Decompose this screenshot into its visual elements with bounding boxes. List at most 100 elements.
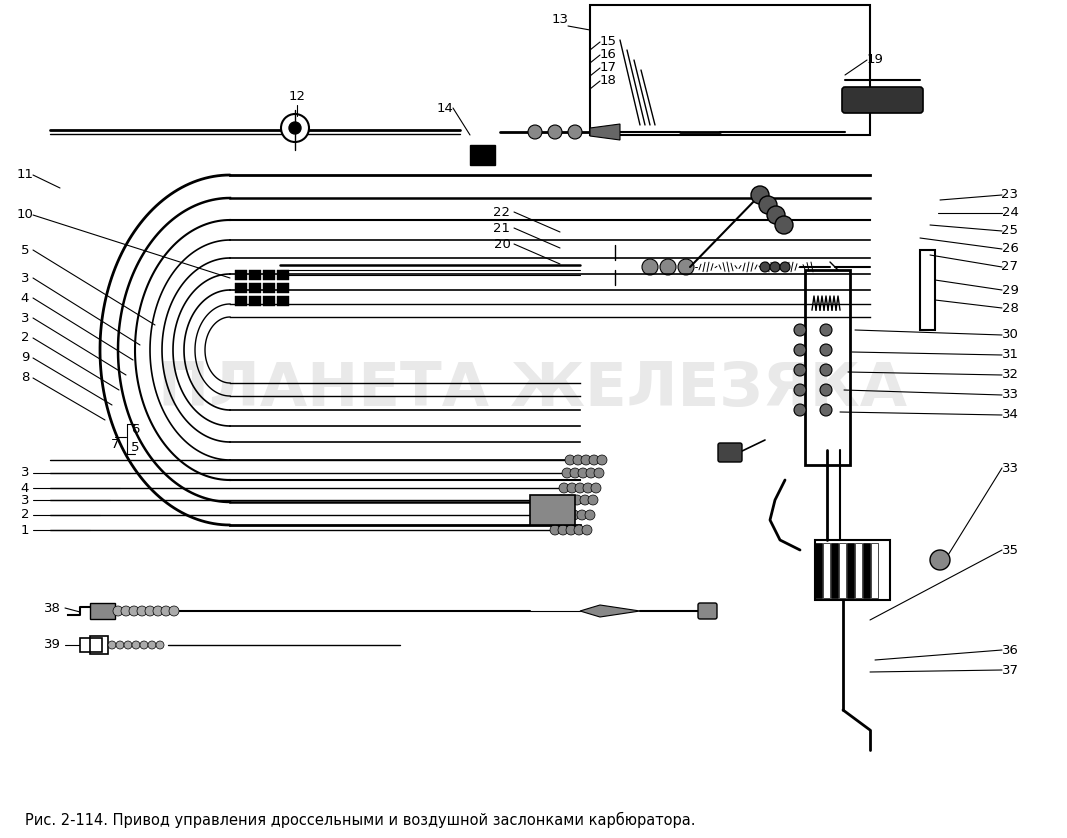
Text: 15: 15 <box>600 35 617 49</box>
Circle shape <box>760 262 770 272</box>
Text: 13: 13 <box>552 13 569 27</box>
Text: 26: 26 <box>1002 242 1018 256</box>
Circle shape <box>556 495 566 505</box>
Text: 38: 38 <box>44 602 61 614</box>
Circle shape <box>759 196 777 214</box>
Text: 27: 27 <box>1002 261 1019 273</box>
Circle shape <box>794 324 806 336</box>
Text: 4: 4 <box>21 292 29 304</box>
Circle shape <box>794 404 806 416</box>
Circle shape <box>567 483 577 493</box>
Bar <box>249 283 261 293</box>
Text: 2: 2 <box>20 332 29 344</box>
Circle shape <box>598 455 607 465</box>
Polygon shape <box>580 605 640 617</box>
Circle shape <box>580 495 590 505</box>
Text: 17: 17 <box>600 61 617 75</box>
Circle shape <box>572 495 582 505</box>
Bar <box>235 270 246 280</box>
Bar <box>277 296 289 306</box>
Bar <box>863 543 870 598</box>
Text: 3: 3 <box>20 272 29 284</box>
Bar <box>839 543 846 598</box>
Text: 10: 10 <box>17 209 33 221</box>
Bar <box>277 270 289 280</box>
Circle shape <box>582 525 592 535</box>
Circle shape <box>124 641 132 649</box>
Circle shape <box>558 525 568 535</box>
Circle shape <box>767 206 785 224</box>
Circle shape <box>566 525 576 535</box>
Circle shape <box>751 186 769 204</box>
Bar <box>469 145 495 165</box>
Text: 14: 14 <box>436 101 453 115</box>
Circle shape <box>137 606 147 616</box>
Text: 23: 23 <box>1002 189 1019 201</box>
Circle shape <box>588 495 598 505</box>
Circle shape <box>821 384 832 396</box>
Text: 33: 33 <box>1002 389 1019 401</box>
Text: 25: 25 <box>1002 225 1019 237</box>
Circle shape <box>281 114 309 142</box>
Circle shape <box>930 550 950 570</box>
Bar <box>847 543 854 598</box>
Text: 20: 20 <box>494 237 510 251</box>
Circle shape <box>589 455 599 465</box>
Circle shape <box>586 468 596 478</box>
Circle shape <box>559 483 569 493</box>
Text: 12: 12 <box>288 90 305 102</box>
Circle shape <box>289 122 301 134</box>
Circle shape <box>113 606 123 616</box>
Circle shape <box>528 125 542 139</box>
Circle shape <box>148 641 156 649</box>
Circle shape <box>161 606 171 616</box>
Bar <box>80 638 102 652</box>
Circle shape <box>132 641 140 649</box>
Circle shape <box>821 344 832 356</box>
Circle shape <box>780 262 790 272</box>
Text: 30: 30 <box>1002 328 1018 342</box>
Text: 3: 3 <box>20 467 29 479</box>
Circle shape <box>129 606 139 616</box>
Text: 21: 21 <box>494 221 510 235</box>
Circle shape <box>145 606 155 616</box>
Circle shape <box>660 259 676 275</box>
Text: 39: 39 <box>44 639 61 651</box>
Circle shape <box>794 344 806 356</box>
Text: 11: 11 <box>16 168 33 182</box>
Bar <box>920 250 935 330</box>
Circle shape <box>583 483 593 493</box>
Bar <box>262 270 275 280</box>
Bar <box>235 283 246 293</box>
Text: 4: 4 <box>21 482 29 494</box>
Circle shape <box>577 510 587 520</box>
Text: 32: 32 <box>1002 369 1019 381</box>
Text: 19: 19 <box>866 54 883 66</box>
Circle shape <box>568 125 582 139</box>
Circle shape <box>821 404 832 416</box>
Text: 16: 16 <box>600 49 617 61</box>
Text: 33: 33 <box>1002 462 1019 474</box>
Circle shape <box>548 125 562 139</box>
Text: 28: 28 <box>1002 302 1018 314</box>
Circle shape <box>578 468 588 478</box>
Bar <box>871 543 878 598</box>
Text: 24: 24 <box>1002 206 1018 220</box>
Polygon shape <box>590 124 620 140</box>
Bar <box>855 543 862 598</box>
Bar <box>277 283 289 293</box>
Text: 7: 7 <box>111 438 120 452</box>
Circle shape <box>169 606 179 616</box>
Circle shape <box>140 641 148 649</box>
Circle shape <box>821 364 832 376</box>
Circle shape <box>570 468 580 478</box>
Circle shape <box>553 510 563 520</box>
Circle shape <box>821 324 832 336</box>
Text: 8: 8 <box>21 371 29 385</box>
Text: Рис. 2-114. Привод управления дроссельными и воздушной заслонками карбюратора.: Рис. 2-114. Привод управления дроссельны… <box>25 812 696 828</box>
Bar <box>262 296 275 306</box>
Bar <box>831 543 838 598</box>
Text: 29: 29 <box>1002 283 1018 297</box>
Text: 5: 5 <box>20 244 29 256</box>
Text: 1: 1 <box>20 524 29 536</box>
